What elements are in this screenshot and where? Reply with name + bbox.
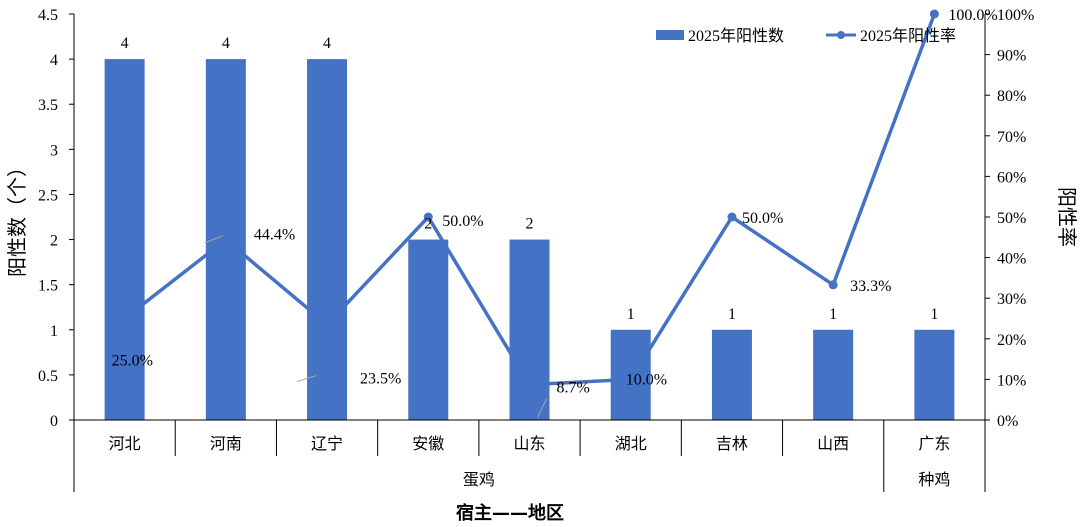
bar-河北 — [104, 59, 145, 420]
line-point-吉林 — [727, 212, 737, 222]
label-leader-line — [296, 375, 317, 383]
bar-data-label: 4 — [222, 35, 230, 52]
bar-data-label: 1 — [627, 306, 635, 323]
line-data-label: 10.0% — [626, 371, 667, 388]
data-labels-layer: 4 4 4 2 2 1 1 1 1 25.0% 44.4% 23.5% 50.0% 8.7% 10.0% 50… — [112, 7, 998, 418]
line-point-辽宁 — [322, 320, 332, 330]
y-left-tick-label: 1 — [50, 323, 58, 340]
line-data-label: 23.5% — [360, 371, 401, 388]
x-category-label-山西: 山西 — [817, 434, 849, 453]
bar-data-label: 2 — [526, 216, 534, 233]
y-left-tick-label: 1.5 — [38, 278, 58, 295]
line-data-label: 25.0% — [112, 353, 153, 370]
y-right-tick-label: 60% — [997, 169, 1026, 186]
legend-swatch-bar — [656, 30, 684, 40]
y-right-tick-label: 20% — [997, 332, 1026, 349]
line-point-河北 — [120, 314, 130, 323]
y-right-tick-label: 90% — [997, 48, 1026, 65]
y-right-tick-label: 50% — [997, 210, 1026, 227]
line-layer — [120, 9, 939, 390]
legend-marker-line — [837, 31, 845, 39]
y-left-tick-label: 4 — [50, 52, 58, 69]
line-point-河南 — [221, 235, 231, 245]
bar-data-label: 1 — [829, 306, 837, 323]
bar-data-label: 1 — [728, 306, 736, 323]
bar-广东 — [914, 329, 955, 420]
line-point-湖北 — [626, 374, 636, 384]
x-category-label-山东: 山东 — [513, 434, 545, 453]
bar-山西 — [813, 329, 854, 420]
legend-label-bar: 2025年阳性数 — [688, 27, 784, 45]
bar-吉林 — [711, 329, 752, 420]
line-data-label: 50.0% — [442, 213, 483, 230]
line-point-山东 — [525, 380, 534, 390]
x-category-label-吉林: 吉林 — [716, 434, 748, 453]
y-right-tick-label: 70% — [997, 129, 1026, 146]
group-label-breeder: 种鸡 — [918, 470, 950, 489]
bar-data-label: 4 — [121, 35, 129, 52]
y-right-tick-label: 100% — [997, 7, 1034, 24]
line-point-广东 — [929, 9, 939, 19]
x-category-label-河北: 河北 — [109, 434, 141, 453]
y-right-tick-label: 0% — [997, 413, 1018, 430]
y-right-axis-title: 阳性率 — [1055, 187, 1079, 247]
bar-山东 — [509, 239, 550, 420]
y-left-tick-label: 3.5 — [38, 97, 58, 114]
line-point-安徽 — [423, 212, 433, 222]
label-leader-line — [204, 235, 224, 244]
x-category-label-广东: 广东 — [918, 434, 950, 453]
bar-安徽 — [408, 239, 449, 420]
y-left-tick-label: 2.5 — [38, 187, 58, 204]
line-data-label: 44.4% — [254, 227, 295, 244]
y-right-tick-label: 40% — [997, 251, 1026, 268]
group-label-layer: 蛋鸡 — [463, 470, 495, 489]
x-axis-title: 宿主——地区 — [456, 502, 564, 524]
bar-辽宁 — [307, 59, 348, 420]
y-left-axis-title: 阳性数（个） — [5, 157, 29, 277]
y-left-tick-label: 3 — [50, 142, 58, 159]
bar-湖北 — [610, 329, 651, 420]
x-category-label-河南: 河南 — [210, 434, 242, 453]
line-data-label: 100.0% — [948, 7, 997, 24]
y-left-tick-label: 2 — [50, 233, 58, 250]
label-leader-line — [537, 398, 547, 418]
y-right-tick-label: 30% — [997, 291, 1026, 308]
bar-data-label: 2 — [424, 216, 432, 233]
line-data-label: 33.3% — [850, 278, 891, 295]
y-left-tick-label: 4.5 — [38, 7, 58, 24]
x-category-label-湖北: 湖北 — [615, 434, 647, 453]
bar-data-label: 4 — [323, 35, 331, 52]
legend: 2025年阳性数 2025年阳性率 — [656, 27, 956, 45]
line-point-山西 — [828, 280, 838, 290]
axes-layer: 0 0.5 1 1.5 2 2.5 3 3.5 4 4.5 0% 10% 20% 30% 40% 50% 60%… — [5, 7, 1079, 524]
x-category-label-辽宁: 辽宁 — [311, 434, 343, 453]
y-right-tick-label: 10% — [997, 372, 1026, 389]
legend-label-line: 2025年阳性率 — [860, 27, 956, 45]
y-left-tick-label: 0 — [50, 413, 58, 430]
line-data-label: 8.7% — [557, 380, 590, 397]
bars-layer — [104, 59, 955, 420]
bar-data-label: 1 — [930, 306, 938, 323]
y-left-tick-label: 0.5 — [38, 368, 58, 385]
y-right-tick-label: 80% — [997, 88, 1026, 105]
line-data-label: 50.0% — [742, 210, 783, 227]
x-category-label-安徽: 安徽 — [412, 434, 444, 453]
